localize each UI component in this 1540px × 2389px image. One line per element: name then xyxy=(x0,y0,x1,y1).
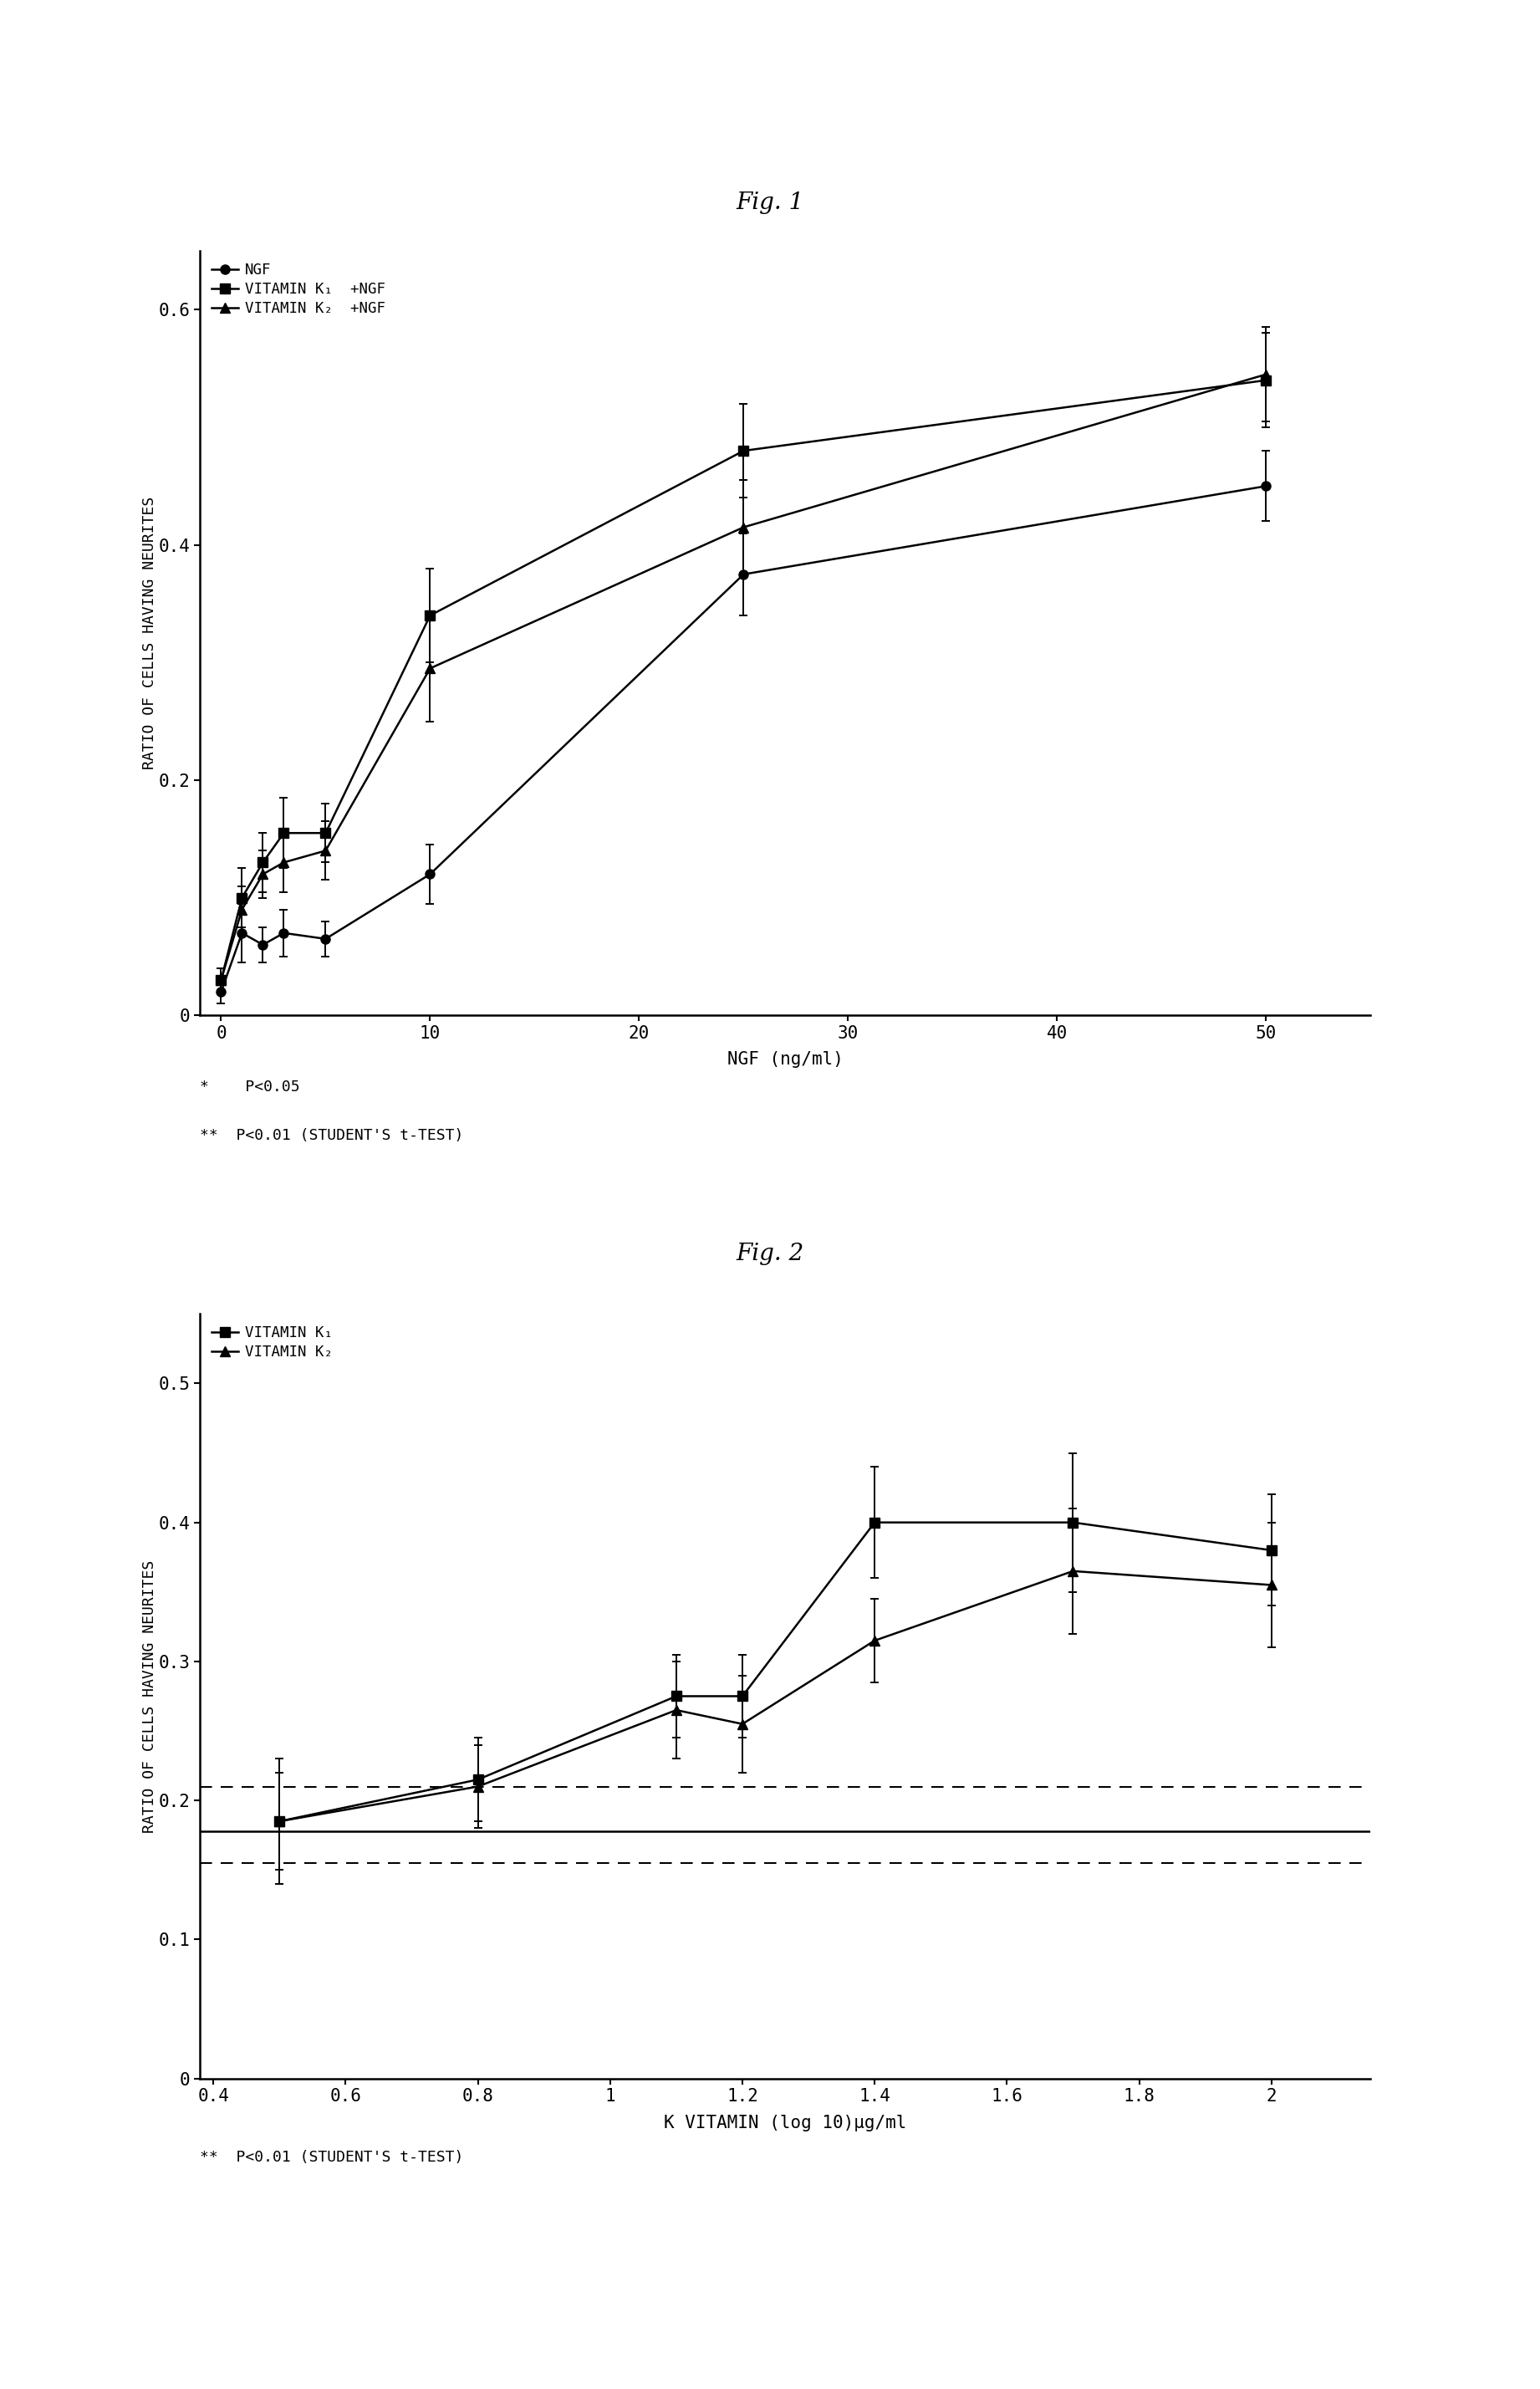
Text: Fig. 2: Fig. 2 xyxy=(736,1242,804,1266)
X-axis label: NGF (ng/ml): NGF (ng/ml) xyxy=(727,1051,844,1068)
Y-axis label: RATIO OF CELLS HAVING NEURITES: RATIO OF CELLS HAVING NEURITES xyxy=(142,497,157,769)
Legend: VITAMIN K₁, VITAMIN K₂: VITAMIN K₁, VITAMIN K₂ xyxy=(208,1321,337,1364)
Text: Fig. 1: Fig. 1 xyxy=(736,191,804,215)
Text: *    P<0.05: * P<0.05 xyxy=(200,1080,300,1094)
Legend: NGF, VITAMIN K₁  +NGF, VITAMIN K₂  +NGF: NGF, VITAMIN K₁ +NGF, VITAMIN K₂ +NGF xyxy=(208,258,390,320)
Y-axis label: RATIO OF CELLS HAVING NEURITES: RATIO OF CELLS HAVING NEURITES xyxy=(142,1560,157,1832)
Text: **  P<0.01 (STUDENT'S t-TEST): ** P<0.01 (STUDENT'S t-TEST) xyxy=(200,2150,464,2164)
X-axis label: K VITAMIN (log 10)μg/ml: K VITAMIN (log 10)μg/ml xyxy=(664,2114,907,2131)
Text: **  P<0.01 (STUDENT'S t-TEST): ** P<0.01 (STUDENT'S t-TEST) xyxy=(200,1128,464,1142)
